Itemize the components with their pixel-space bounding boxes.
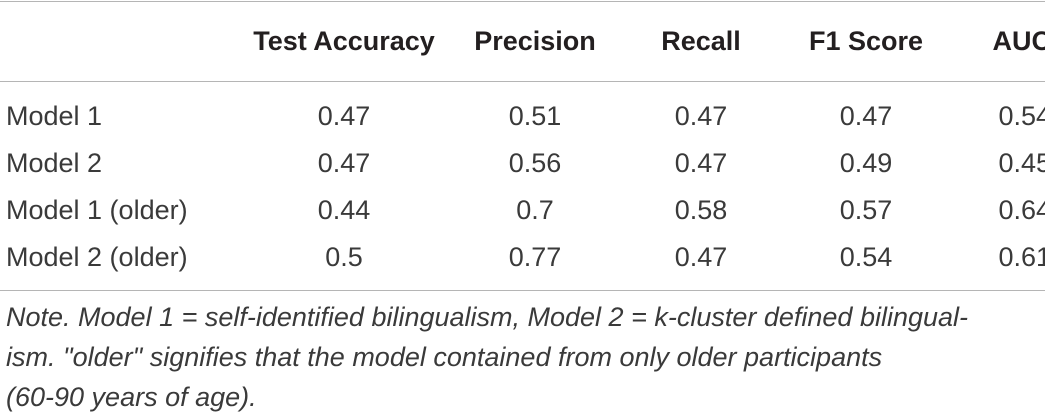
cell-precision: 0.56 [508, 148, 562, 178]
cell-recall: 0.58 [674, 195, 728, 225]
cell-auc: 0.64 [998, 195, 1045, 225]
table-header-row: Test Accuracy Precision Recall F1 Score … [0, 1, 1045, 81]
note-line: ism. "older" signifies that the model co… [6, 342, 883, 372]
row-label: Model 1 (older) [6, 195, 188, 225]
metrics-table: Test Accuracy Precision Recall F1 Score … [0, 1, 1045, 291]
row-label: Model 1 [6, 101, 103, 131]
note-line: Note. Model 1 = self-identified bilingua… [6, 302, 969, 332]
cell-precision: 0.77 [508, 242, 562, 272]
row-label: Model 2 (older) [6, 242, 188, 272]
cell-test-accuracy: 0.44 [317, 195, 371, 225]
table-row: Model 2 (older) 0.5 0.77 0.47 0.54 0.61 [0, 234, 1045, 291]
table-row: Model 1 (older) 0.44 0.7 0.58 0.57 0.64 [0, 187, 1045, 234]
header-precision: Precision [474, 25, 596, 56]
cell-f1-score: 0.47 [839, 101, 893, 131]
table-bottom-rule [0, 290, 1045, 291]
cell-test-accuracy: 0.5 [325, 242, 363, 272]
table-row: Model 1 0.47 0.51 0.47 0.47 0.54 [0, 81, 1045, 140]
cell-f1-score: 0.57 [839, 195, 893, 225]
header-auc: AUC [992, 25, 1045, 56]
cell-precision: 0.7 [516, 195, 554, 225]
table-note: Note. Model 1 = self-identified bilingua… [6, 297, 1036, 417]
cell-auc: 0.54 [998, 101, 1045, 131]
cell-precision: 0.51 [508, 101, 562, 131]
cell-recall: 0.47 [674, 101, 728, 131]
cell-recall: 0.47 [674, 148, 728, 178]
header-test-accuracy: Test Accuracy [253, 25, 435, 56]
header-recall: Recall [661, 25, 741, 56]
note-line: (60-90 years of age). [6, 382, 257, 412]
cell-auc: 0.45 [998, 148, 1045, 178]
cell-f1-score: 0.54 [839, 242, 893, 272]
cell-recall: 0.47 [674, 242, 728, 272]
cell-test-accuracy: 0.47 [317, 101, 371, 131]
header-empty [0, 1, 238, 81]
row-label: Model 2 [6, 148, 103, 178]
cell-f1-score: 0.49 [839, 148, 893, 178]
table-header-rule [0, 81, 1045, 82]
table-top-rule [0, 1, 1045, 2]
header-f1-score: F1 Score [808, 25, 924, 56]
cell-test-accuracy: 0.47 [317, 148, 371, 178]
cell-auc: 0.61 [998, 242, 1045, 272]
table-row: Model 2 0.47 0.56 0.47 0.49 0.45 [0, 140, 1045, 187]
